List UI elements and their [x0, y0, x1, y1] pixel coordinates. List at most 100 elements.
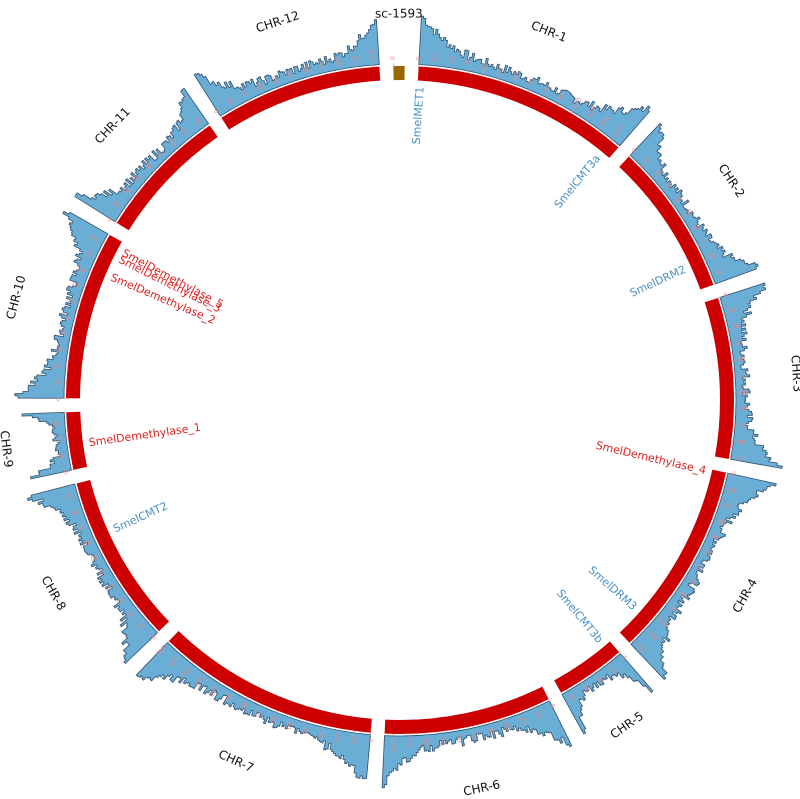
tick-label-chr-12-50: 50: [286, 69, 295, 79]
tick-chr-8-10: [145, 619, 149, 622]
tick-label-chr-12-30: 30: [255, 81, 265, 91]
tick-label-chr-7-30: 30: [316, 730, 325, 739]
ideogram-chr-6: [384, 686, 549, 734]
tick-label-chr-2-40: 40: [674, 194, 684, 204]
tick-label-chr-7-10: 10: [349, 736, 357, 745]
ideogram-sc-1593: [393, 66, 405, 81]
tick-label-chr-8-90: 90: [70, 507, 80, 516]
tick-chr-6-40: [488, 722, 490, 726]
histogram-chr-4: [630, 472, 777, 681]
tick-label-chr-1-10: 10: [432, 54, 440, 63]
tick-label-chr-1-20: 20: [448, 56, 456, 65]
tick-chr-1-90: [557, 102, 560, 106]
tick-label-chr-10-70: 70: [71, 280, 81, 289]
tick-label-chr-2-80: 80: [708, 252, 718, 262]
tick-label-chr-8-20: 20: [125, 608, 135, 618]
tick-chr-1-30: [466, 69, 468, 73]
tick-chr-7-140: [166, 640, 170, 644]
tick-label-chr-3-50: 50: [739, 373, 747, 381]
tick-label-chr-3-90: 90: [737, 439, 746, 447]
tick-chr-8-80: [86, 523, 90, 525]
tick-chr-11-10: [123, 207, 126, 210]
tick-label-chr-11-60: 60: [168, 137, 178, 147]
tick-chr-1-100: [571, 110, 574, 114]
tick-chr-1-50: [497, 77, 500, 81]
tick-label-chr-3-60: 60: [740, 389, 748, 396]
chromosome-label-chr-11: CHR-11: [92, 105, 133, 147]
tick-label-chr-2-60: 60: [692, 222, 702, 232]
tick-chr-2-80: [703, 259, 707, 262]
tick-chr-6-0: [548, 698, 551, 702]
tick-chr-4-120: [632, 639, 636, 642]
tick-label-chr-7-20: 20: [333, 734, 341, 743]
chromosome-label-chr-6: CHR-6: [462, 777, 501, 798]
tick-label-chr-5-40: 40: [567, 693, 577, 703]
tick-label-chr-12-60: 60: [302, 64, 311, 73]
tick-chr-2-40: [671, 203, 674, 206]
gene-label-smeldemethylase-1: SmelDemethylase_1: [88, 421, 202, 449]
tick-chr-2-10: [640, 165, 643, 169]
tick-chr-1-110: [584, 119, 587, 123]
tick-chr-1-70: [527, 88, 530, 92]
tick-label-chr-10-10: 10: [52, 378, 60, 385]
tick-chr-4-80: [674, 589, 678, 593]
tick-label-chr-3-30: 30: [735, 339, 744, 347]
tick-label-chr-6-60: 60: [454, 734, 462, 743]
tick-label-chr-11-80: 80: [194, 116, 204, 126]
tick-label-chr-6-80: 80: [422, 739, 430, 747]
histogram-chr-10: [14, 210, 109, 399]
tick-label-chr-12-20: 20: [240, 88, 250, 98]
tick-label-chr-9-0: 0: [63, 468, 68, 476]
tick-chr-11-30: [142, 181, 146, 185]
tick-label-chr-10-40: 40: [58, 328, 67, 336]
tick-label-chr-12-70: 70: [319, 60, 328, 69]
tick-label-chr-3-70: 70: [740, 406, 748, 413]
gene-label-smeldrm3: SmelDRM3: [586, 563, 640, 613]
tick-chr-4-90: [664, 602, 668, 606]
tick-chr-7-60: [275, 710, 278, 714]
tick-label-chr-9-10: 10: [56, 452, 65, 460]
histogram-chr-8: [26, 483, 159, 665]
tick-chr-5-0: [618, 651, 622, 655]
tick-label-chr-2-30: 30: [664, 181, 674, 191]
tick-chr-2-50: [680, 216, 684, 219]
tick-chr-10-60: [77, 301, 81, 304]
histogram-chr-11: [74, 87, 210, 223]
tick-label-chr-8-10: 10: [135, 621, 145, 631]
tick-label-chr-1-40: 40: [480, 62, 489, 71]
histogram-chr-6: [381, 700, 573, 789]
tick-label-sc-1593-0: 0: [390, 56, 397, 60]
tick-label-chr-2-0: 0: [630, 147, 638, 155]
chromosome-label-chr-7: CHR-7: [216, 747, 256, 775]
ideogram-chr-3: [704, 297, 734, 459]
tick-label-chr-12-0: 0: [213, 107, 221, 114]
tick-label-chr-7-90: 90: [223, 693, 233, 703]
tick-label-chr-10-80: 80: [77, 264, 87, 273]
tick-label-chr-3-10: 10: [727, 306, 736, 315]
tick-label-chr-3-40: 40: [737, 356, 746, 364]
tick-chr-10-50: [73, 317, 77, 319]
tick-chr-10-40: [69, 333, 73, 335]
tick-label-chr-1-60: 60: [512, 72, 521, 82]
tick-label-chr-4-70: 70: [687, 577, 697, 587]
tick-chr-7-90: [231, 689, 234, 693]
tick-chr-7-50: [290, 715, 293, 719]
tick-label-chr-10-50: 50: [62, 312, 71, 321]
tick-chr-4-0: [725, 472, 729, 474]
tick-chr-8-90: [81, 507, 85, 510]
tick-chr-4-50: [699, 548, 702, 551]
tick-chr-1-60: [512, 82, 515, 86]
histogram-chr-12: [193, 19, 380, 117]
gene-label-smelmet1: SmelMET1: [410, 86, 427, 144]
tick-chr-12-60: [308, 75, 310, 79]
tick-chr-10-100: [102, 241, 106, 244]
tick-chr-12-50: [292, 80, 295, 84]
tick-chr-9-0: [70, 469, 74, 471]
chromosome-label-chr-12: CHR-12: [254, 8, 301, 35]
tick-label-chr-11-30: 30: [133, 172, 143, 182]
tick-label-chr-10-30: 30: [56, 345, 65, 353]
tick-chr-8-50: [107, 566, 111, 569]
tick-label-chr-12-100: 100: [368, 49, 376, 61]
tick-chr-11-20: [132, 194, 136, 197]
